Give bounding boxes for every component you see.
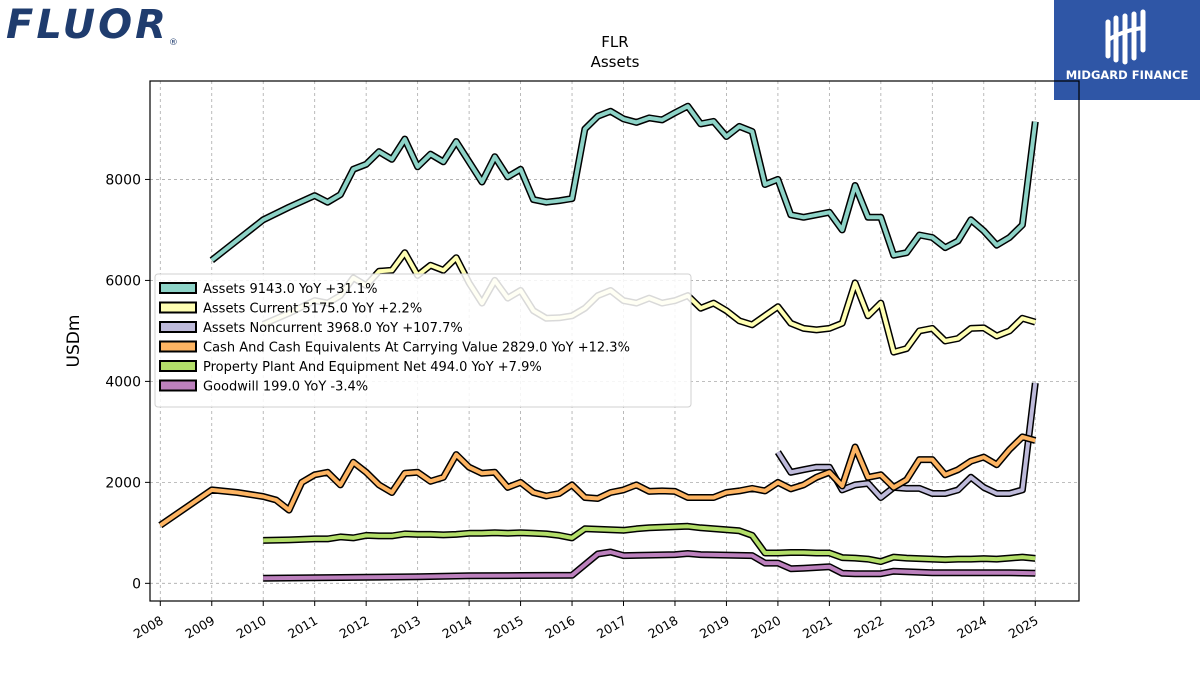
x-tick-label: 2012 <box>337 613 372 642</box>
legend-entry: Goodwill 199.0 YoY -3.4% <box>203 380 368 395</box>
series-line <box>776 382 1038 500</box>
x-tick-label: 2009 <box>182 613 217 642</box>
legend-entry: Assets 9143.0 YoY +31.1% <box>203 282 378 297</box>
series-line <box>159 434 1036 527</box>
legend-entry: Property Plant And Equipment Net 494.0 Y… <box>203 360 542 375</box>
legend: Assets 9143.0 YoY +31.1% Assets Current 5… <box>154 273 692 408</box>
legend-entry: Assets Noncurrent 3968.0 YoY +107.7% <box>203 321 463 336</box>
plot-frame <box>149 80 1080 602</box>
y-tick-label: 6000 <box>105 273 141 289</box>
legend-box <box>154 273 692 408</box>
legend-swatch <box>159 379 197 392</box>
x-tick-label: 2016 <box>542 613 577 642</box>
x-tick-label: 2017 <box>594 613 629 642</box>
x-tick-label: 2025 <box>1006 613 1041 642</box>
y-tick-label: 8000 <box>105 172 141 188</box>
x-tick-label: 2022 <box>851 613 886 642</box>
x-tick-label: 2014 <box>440 613 475 642</box>
x-tick-label: 2024 <box>954 613 989 642</box>
y-axis: 0 2000 4000 6000 8000 <box>105 172 150 592</box>
y-tick-label: 2000 <box>105 475 141 491</box>
x-tick-label: 2008 <box>131 613 166 642</box>
x-tick-label: 2020 <box>748 613 783 642</box>
x-tick-label: 2023 <box>903 613 938 642</box>
x-tick-label: 2013 <box>388 613 423 642</box>
midgard-emblem-icon <box>1105 9 1146 65</box>
chart-title: FLR <box>601 33 628 51</box>
legend-entry: Cash And Cash Equivalents At Carrying Va… <box>203 341 630 356</box>
series-line <box>263 524 1036 564</box>
chart-subtitle: Assets <box>591 53 640 71</box>
legend-swatch <box>159 321 197 333</box>
midgard-logo-text: MIDGARD FINANCE <box>1065 68 1189 82</box>
legend-swatch <box>159 340 197 353</box>
series-line <box>210 104 1038 262</box>
series-line <box>263 550 1036 581</box>
x-tick-label: 2018 <box>645 613 680 642</box>
fluor-logo-text: FLUOR <box>6 2 169 48</box>
series-lines <box>158 102 1039 582</box>
midgard-finance-logo: MIDGARD FINANCE <box>1054 0 1200 100</box>
y-axis-label: USDm <box>64 315 84 368</box>
x-tick-label: 2011 <box>285 613 320 642</box>
registered-mark: ® <box>168 38 178 48</box>
x-tick-label: 2019 <box>697 613 732 642</box>
y-tick-label: 0 <box>132 576 141 592</box>
y-tick-label: 4000 <box>105 374 141 390</box>
legend-swatch <box>159 282 197 294</box>
x-tick-label: 2021 <box>800 613 835 642</box>
x-tick-label: 2010 <box>234 613 269 642</box>
x-tick-label: 2015 <box>491 613 526 642</box>
legend-entry: Assets Current 5175.0 YoY +2.2% <box>203 302 422 317</box>
legend-swatch <box>159 301 197 314</box>
fluor-logo: FLUOR® <box>6 2 178 48</box>
x-axis: 2008 2009 2010 2011 2012 2013 2014 2015 2016 2017… <box>131 601 1041 642</box>
legend-swatch <box>159 360 197 372</box>
